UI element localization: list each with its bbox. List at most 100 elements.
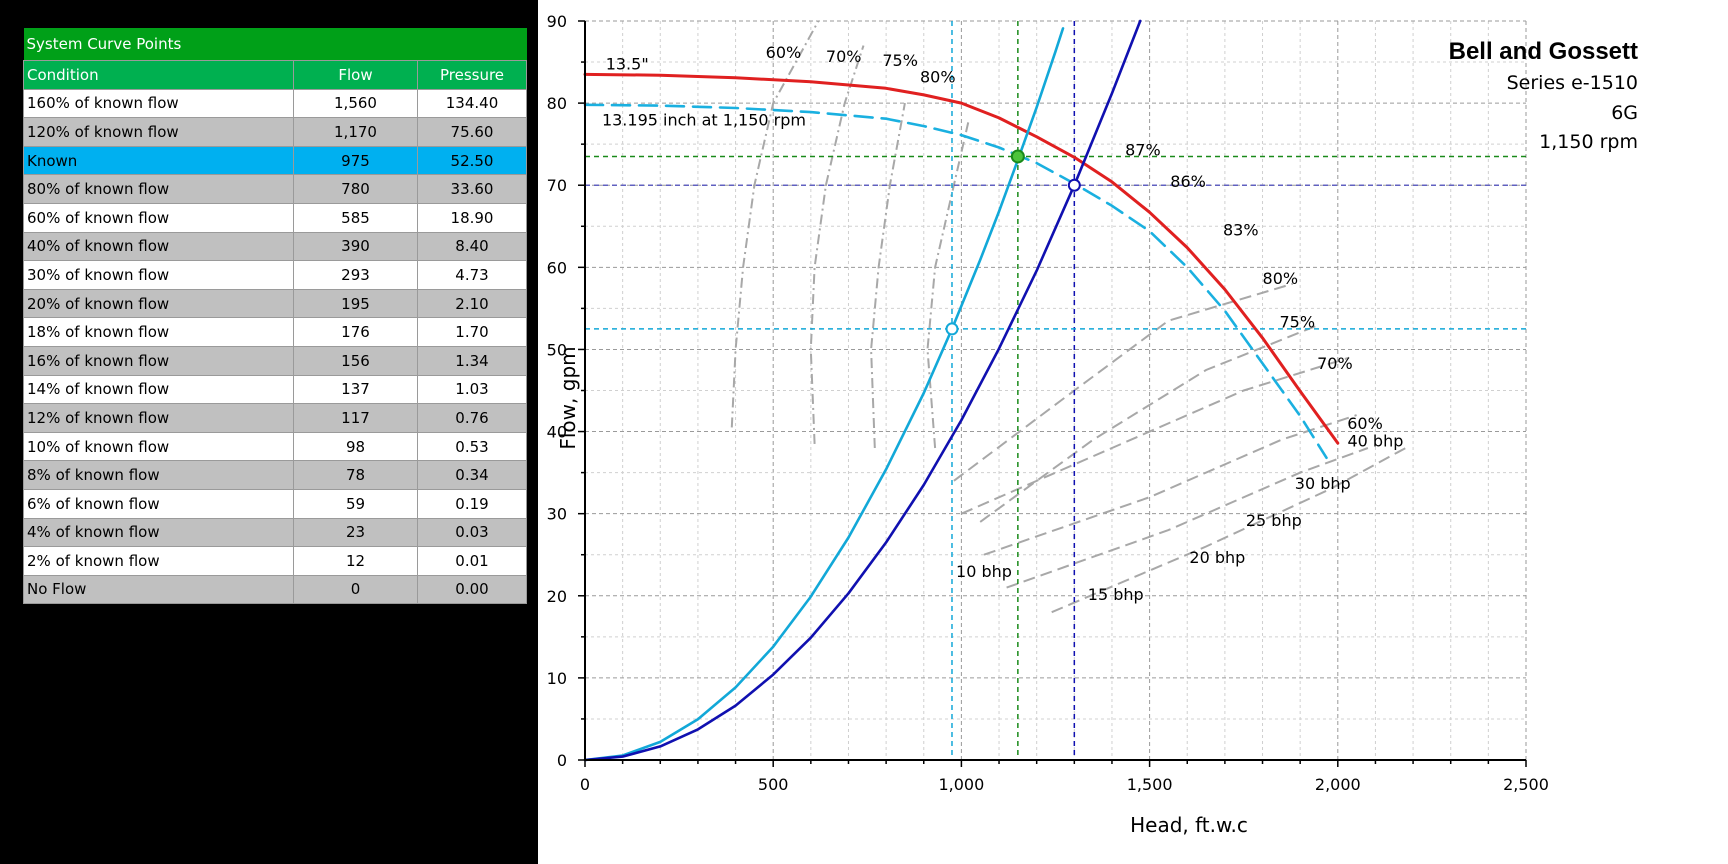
table-title-row: System Curve Points bbox=[23, 28, 527, 61]
cell-pressure[interactable]: 75.60 bbox=[416, 117, 528, 147]
cell-flow[interactable]: 975 bbox=[293, 145, 418, 176]
cell-condition[interactable]: 80% of known flow bbox=[23, 174, 294, 204]
x-tick-label: 0 bbox=[580, 775, 590, 794]
cell-pressure[interactable]: 0.19 bbox=[416, 488, 528, 519]
axes: 0 500 1,000 1,500 2,000 2,500 0 10 20 30 40 50 60 70 8… bbox=[547, 12, 1549, 794]
efficiency-label: 80% bbox=[920, 68, 956, 87]
cell-flow[interactable]: 156 bbox=[293, 345, 418, 376]
cell-condition[interactable]: 30% of known flow bbox=[23, 260, 294, 290]
series-line bbox=[583, 27, 1065, 762]
cell-pressure[interactable]: 2.10 bbox=[416, 288, 528, 319]
efficiency-label: 83% bbox=[1223, 220, 1259, 239]
cell-flow[interactable]: 176 bbox=[293, 317, 418, 347]
cell-condition[interactable]: 16% of known flow bbox=[23, 345, 294, 376]
cell-pressure[interactable]: 52.50 bbox=[416, 145, 528, 176]
efficiency-label: 60% bbox=[1347, 414, 1383, 433]
cell-flow[interactable]: 1,170 bbox=[293, 117, 418, 147]
bhp-line bbox=[979, 323, 1320, 523]
cell-condition[interactable]: 160% of known flow bbox=[23, 88, 294, 119]
cell-condition[interactable]: 60% of known flow bbox=[23, 202, 294, 233]
y-tick-label: 50 bbox=[547, 340, 567, 359]
cell-pressure[interactable]: 33.60 bbox=[416, 174, 528, 204]
cell-pressure[interactable]: 0.00 bbox=[416, 574, 528, 605]
efficiency-curves bbox=[730, 20, 1407, 614]
cell-pressure[interactable]: 0.53 bbox=[416, 431, 528, 462]
cell-flow[interactable]: 0 bbox=[293, 574, 418, 605]
cell-flow[interactable]: 780 bbox=[293, 174, 418, 204]
cell-flow[interactable]: 390 bbox=[293, 231, 418, 262]
cell-flow[interactable]: 12 bbox=[293, 546, 418, 576]
cell-flow[interactable]: 98 bbox=[293, 431, 418, 462]
efficiency-label: 70% bbox=[1317, 354, 1353, 373]
y-tick-label: 60 bbox=[547, 258, 567, 277]
table-row[interactable]: 2% of known flow 12 0.01 bbox=[23, 546, 528, 576]
column-header-pressure[interactable]: Pressure bbox=[416, 60, 528, 90]
cell-flow[interactable]: 59 bbox=[293, 488, 418, 519]
cell-pressure[interactable]: 0.01 bbox=[416, 546, 528, 576]
table-row[interactable]: 4% of known flow 23 0.03 bbox=[23, 517, 528, 548]
x-tick-label: 2,000 bbox=[1315, 775, 1361, 794]
table-row[interactable]: 12% of known flow 117 0.76 bbox=[23, 403, 528, 433]
efficiency-curve bbox=[730, 20, 820, 428]
cell-condition[interactable]: No Flow bbox=[23, 574, 294, 605]
column-header-condition[interactable]: Condition bbox=[23, 60, 294, 90]
table-row[interactable]: 60% of known flow 585 18.90 bbox=[23, 202, 528, 233]
cell-condition[interactable]: 2% of known flow bbox=[23, 546, 294, 576]
cell-condition[interactable]: 20% of known flow bbox=[23, 288, 294, 319]
cell-flow[interactable]: 78 bbox=[293, 460, 418, 490]
cell-flow[interactable]: 117 bbox=[293, 403, 418, 433]
cell-condition[interactable]: 4% of known flow bbox=[23, 517, 294, 548]
series-lines bbox=[583, 19, 1340, 762]
cell-pressure[interactable]: 1.03 bbox=[416, 374, 528, 405]
cell-flow[interactable]: 137 bbox=[293, 374, 418, 405]
cell-pressure[interactable]: 0.03 bbox=[416, 517, 528, 548]
cell-condition[interactable]: 40% of known flow bbox=[23, 231, 294, 262]
table-row[interactable]: 80% of known flow 780 33.60 bbox=[23, 174, 528, 204]
operating-point-marker bbox=[1010, 149, 1025, 164]
cell-flow[interactable]: 1,560 bbox=[293, 88, 418, 119]
bhp-label: 25 bhp bbox=[1246, 511, 1302, 530]
bhp-label: 10 bhp bbox=[956, 562, 1012, 581]
table-row[interactable]: 20% of known flow 195 2.10 bbox=[23, 288, 528, 319]
cell-condition[interactable]: 10% of known flow bbox=[23, 431, 294, 462]
cell-pressure[interactable]: 0.76 bbox=[416, 403, 528, 433]
cell-pressure[interactable]: 1.34 bbox=[416, 345, 528, 376]
table-row[interactable]: No Flow 0 0.00 bbox=[23, 574, 528, 605]
table-row[interactable]: Known 975 52.50 bbox=[23, 145, 528, 176]
cell-condition[interactable]: 6% of known flow bbox=[23, 488, 294, 519]
cell-pressure[interactable]: 0.34 bbox=[416, 460, 528, 490]
cell-pressure[interactable]: 1.70 bbox=[416, 317, 528, 347]
cell-flow[interactable]: 195 bbox=[293, 288, 418, 319]
cell-pressure[interactable]: 8.40 bbox=[416, 231, 528, 262]
column-header-flow[interactable]: Flow bbox=[293, 60, 418, 90]
reference-lines bbox=[585, 21, 1526, 760]
cell-condition[interactable]: Known bbox=[23, 145, 294, 176]
cell-condition[interactable]: 8% of known flow bbox=[23, 460, 294, 490]
bhp-line bbox=[961, 356, 1350, 515]
cell-condition[interactable]: 12% of known flow bbox=[23, 403, 294, 433]
cell-pressure[interactable]: 18.90 bbox=[416, 202, 528, 233]
cell-condition[interactable]: 14% of known flow bbox=[23, 374, 294, 405]
cell-flow[interactable]: 23 bbox=[293, 517, 418, 548]
table-row[interactable]: 6% of known flow 59 0.19 bbox=[23, 488, 528, 519]
table-row[interactable]: 30% of known flow 293 4.73 bbox=[23, 260, 528, 290]
operating-point-marker bbox=[945, 322, 959, 336]
series-line bbox=[583, 19, 1142, 762]
pump-curve-chart: 0 500 1,000 1,500 2,000 2,500 0 10 20 30 40 50 60 70 8… bbox=[547, 12, 1638, 837]
cell-pressure[interactable]: 134.40 bbox=[416, 88, 528, 119]
y-tick-label: 10 bbox=[547, 669, 567, 688]
table-row[interactable]: 120% of known flow 1,170 75.60 bbox=[23, 117, 528, 147]
cell-flow[interactable]: 585 bbox=[293, 202, 418, 233]
table-row[interactable]: 160% of known flow 1,560 134.40 bbox=[23, 88, 528, 119]
cell-flow[interactable]: 293 bbox=[293, 260, 418, 290]
cell-pressure[interactable]: 4.73 bbox=[416, 260, 528, 290]
table-row[interactable]: 10% of known flow 98 0.53 bbox=[23, 431, 528, 462]
table-row[interactable]: 16% of known flow 156 1.34 bbox=[23, 345, 528, 376]
operating-point-marker bbox=[1067, 178, 1081, 192]
table-row[interactable]: 8% of known flow 78 0.34 bbox=[23, 460, 528, 490]
table-row[interactable]: 40% of known flow 390 8.40 bbox=[23, 231, 528, 262]
table-row[interactable]: 14% of known flow 137 1.03 bbox=[23, 374, 528, 405]
cell-condition[interactable]: 120% of known flow bbox=[23, 117, 294, 147]
table-row[interactable]: 18% of known flow 176 1.70 bbox=[23, 317, 528, 347]
cell-condition[interactable]: 18% of known flow bbox=[23, 317, 294, 347]
